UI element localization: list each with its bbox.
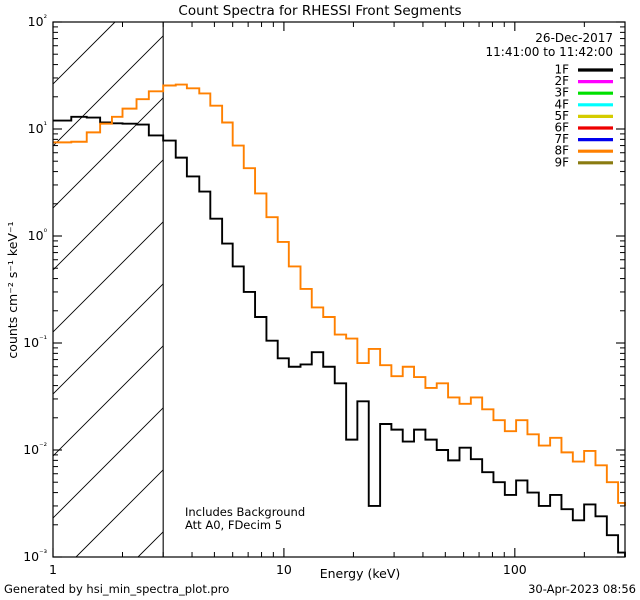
footer-timestamp: 30-Apr-2023 08:56 — [528, 582, 636, 596]
series-line-8f — [53, 83, 626, 506]
observation-date: 26-Dec-2017 — [535, 31, 613, 45]
legend-label-2f: 2F — [554, 74, 569, 88]
series-line-1f — [53, 115, 626, 557]
legend-label-1f: 1F — [554, 63, 569, 77]
x-tick-label: 10 — [276, 562, 292, 577]
y-tick-label: 10⁻¹ — [23, 335, 47, 350]
footer-generated-by: Generated by hsi_min_spectra_plot.pro — [4, 582, 229, 596]
x-axis-tick-labels: 1 10 100 — [49, 562, 527, 577]
observation-time-range: 11:41:00 to 11:42:00 — [486, 45, 613, 59]
x-tick-label: 100 — [503, 562, 527, 577]
y-axis-label: counts cm⁻² s⁻¹ keV⁻¹ — [5, 221, 20, 358]
legend-label-6f: 6F — [554, 121, 569, 135]
y-tick-label: 10⁻² — [23, 442, 47, 457]
legend-label-3f: 3F — [554, 86, 569, 100]
legend-label-7f: 7F — [554, 132, 569, 146]
y-tick-label: 10¹ — [28, 121, 47, 136]
annotation-attenuator-state: Att A0, FDecim 5 — [185, 518, 282, 532]
y-tick-label: 10² — [28, 14, 47, 29]
axes-group — [52, 21, 626, 558]
x-tick-label: 1 — [49, 562, 57, 577]
legend-label-9f: 9F — [554, 155, 569, 169]
x-axis-label: Energy (keV) — [320, 566, 401, 581]
y-axis-tick-labels: 10⁻³ 10⁻² 10⁻¹ 10⁰ 10¹ 10² — [23, 14, 47, 564]
legend-label-5f: 5F — [554, 109, 569, 123]
data-series-group — [53, 83, 626, 557]
legend-label-8f: 8F — [554, 144, 569, 158]
y-tick-label: 10⁻³ — [23, 549, 47, 564]
annotation-includes-background: Includes Background — [185, 505, 305, 519]
y-tick-label: 10⁰ — [28, 228, 48, 243]
hatched-excluded-region — [53, 22, 164, 557]
page-title: Count Spectra for RHESSI Front Segments — [178, 3, 461, 19]
legend-label-4f: 4F — [554, 97, 569, 111]
